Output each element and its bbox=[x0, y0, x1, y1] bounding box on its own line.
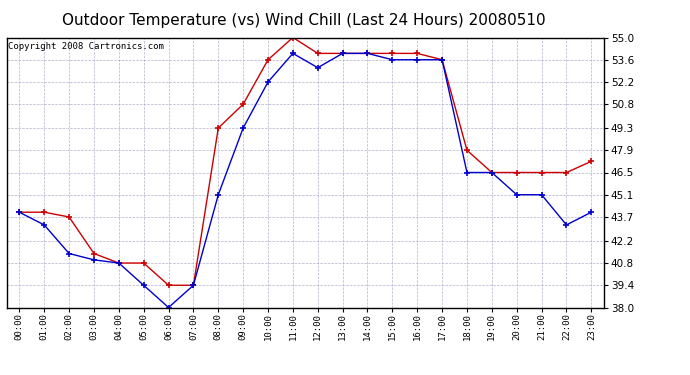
Text: Outdoor Temperature (vs) Wind Chill (Last 24 Hours) 20080510: Outdoor Temperature (vs) Wind Chill (Las… bbox=[62, 13, 545, 28]
Text: Copyright 2008 Cartronics.com: Copyright 2008 Cartronics.com bbox=[8, 42, 164, 51]
